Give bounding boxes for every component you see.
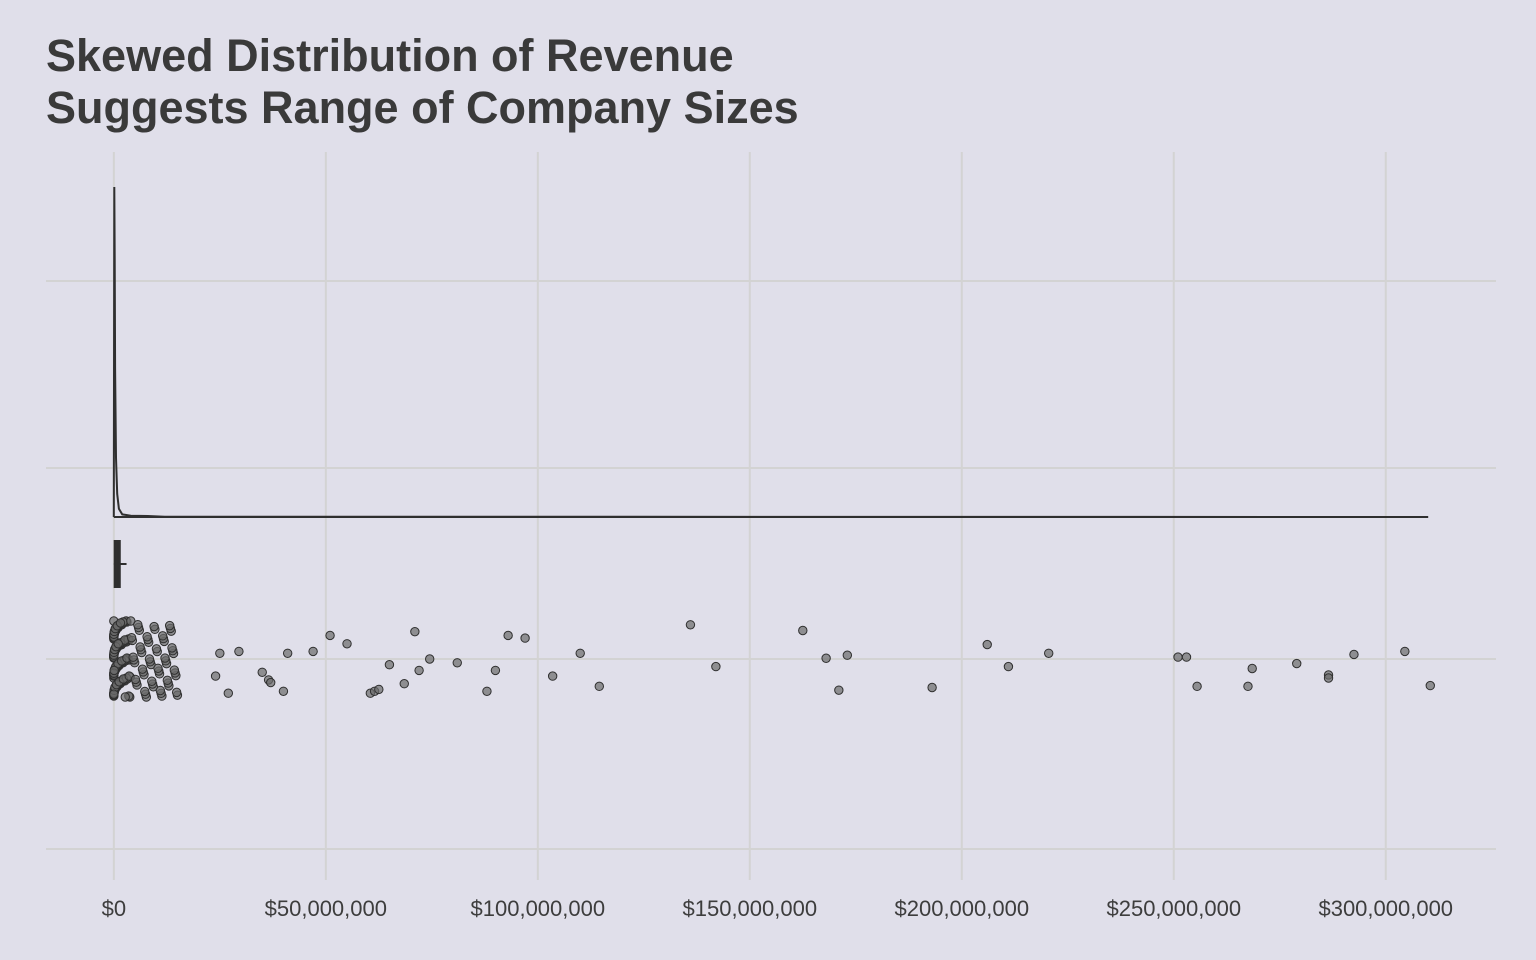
data-point [503,630,513,641]
data-point [982,639,992,650]
boxplot-layer [113,540,127,588]
data-point [126,632,137,643]
data-point [547,671,558,681]
data-point [452,658,462,668]
data-point [144,654,155,664]
data-point [1349,649,1359,660]
data-point [1044,648,1054,658]
data-point [167,643,177,653]
data-point [1003,661,1014,672]
data-point [520,633,530,643]
data-point [278,686,289,696]
data-point [140,686,150,697]
x-tick-label: $0 [102,896,126,921]
data-point [130,674,141,685]
data-point [153,663,163,673]
data-point [482,686,492,696]
data-point [133,620,143,630]
data-point [1247,663,1257,674]
data-point [137,664,148,674]
data-point [1181,652,1192,662]
data-point [711,661,721,672]
data-point [342,639,352,649]
data-point [399,679,409,689]
data-point [490,665,501,676]
data-point [120,692,130,702]
data-point [169,665,180,675]
data-point [1192,681,1202,692]
density-curve [112,186,1429,518]
data-point [685,620,696,630]
data-point [1292,658,1302,669]
data-point [798,625,808,636]
data-point [147,676,157,686]
data-point [1243,681,1253,692]
data-point [1173,652,1183,662]
data-point [1400,646,1410,657]
data-point [927,682,937,693]
data-point [594,681,604,692]
data-point [149,621,159,632]
x-tick-label: $250,000,000 [1106,896,1241,921]
data-point [151,644,162,654]
data-point [266,677,276,688]
data-point [162,675,173,686]
x-tick-label: $50,000,000 [265,896,387,921]
data-point [210,671,221,681]
data-point [157,631,168,641]
data-point [842,650,853,660]
x-tick-label: $300,000,000 [1318,896,1453,921]
x-tick-label: $150,000,000 [683,896,818,921]
data-point [155,685,166,696]
data-point [142,632,152,642]
data-point [109,665,119,676]
data-point [834,685,844,695]
x-tick-label: $200,000,000 [895,896,1030,921]
x-axis: $0 $50,000,000 $100,000,000 $150,000,000 $20… [102,896,1453,921]
data-point [164,620,175,631]
data-point [135,642,145,652]
data-point [424,654,435,664]
data-point [282,648,293,658]
data-point [113,639,123,649]
data-point [308,646,318,657]
chart-title: Skewed Distribution of Revenue Suggests … [46,30,799,134]
data-point [257,667,267,677]
data-point [1323,673,1334,683]
chart-title-line-2: Suggests Range of Company Sizes [46,82,799,133]
data-point [325,630,335,641]
data-point [215,648,225,658]
density-curve-layer [112,186,1429,518]
x-tick-label: $100,000,000 [471,896,606,921]
data-point [160,653,170,663]
data-point [109,689,119,699]
data-point [223,688,234,698]
data-point [410,626,420,637]
data-point [384,660,395,670]
data-point [414,665,424,676]
data-point [374,684,384,695]
data-point [115,618,126,628]
data-point [575,648,585,658]
data-point [1425,680,1435,691]
data-point [128,652,138,662]
data-point [234,646,244,657]
points-layer [109,616,1435,702]
data-point [821,653,831,663]
data-point [171,687,182,698]
chart-title-line-1: Skewed Distribution of Revenue [46,30,734,81]
